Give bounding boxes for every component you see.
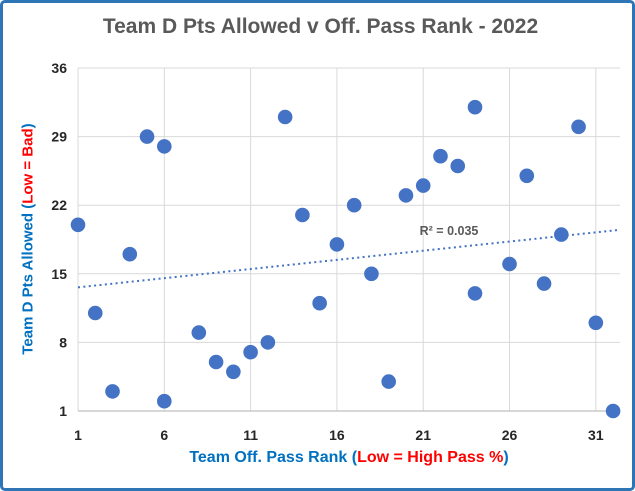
x-tick-label: 11 bbox=[243, 427, 258, 443]
data-point bbox=[398, 188, 414, 203]
data-point bbox=[226, 364, 241, 380]
data-point bbox=[243, 344, 258, 360]
x-tick-label: 16 bbox=[329, 427, 345, 443]
x-tick-label: 21 bbox=[415, 427, 431, 443]
data-point bbox=[467, 286, 483, 301]
data-point bbox=[588, 315, 604, 331]
x-axis-title-close: ) bbox=[503, 449, 509, 466]
r-squared-annotation: R² = 0.035 bbox=[419, 224, 479, 238]
chart-title: Team D Pts Allowed v Off. Pass Rank - 20… bbox=[102, 15, 539, 38]
y-tick-label: 22 bbox=[51, 197, 67, 213]
x-tick-label: 31 bbox=[588, 427, 604, 443]
y-tick-label: 29 bbox=[51, 129, 67, 145]
data-point bbox=[157, 139, 172, 154]
y-tick-label: 15 bbox=[51, 266, 67, 282]
data-point bbox=[554, 227, 569, 242]
x-axis-title-note: Low = High Pass % bbox=[357, 449, 504, 466]
data-point bbox=[157, 393, 172, 409]
x-axis-title-main: Team Off. Pass Rank ( bbox=[189, 449, 358, 466]
data-point bbox=[87, 305, 103, 321]
data-point bbox=[70, 217, 86, 233]
data-point bbox=[467, 99, 483, 115]
data-point bbox=[191, 325, 207, 340]
x-tick-label: 1 bbox=[74, 427, 82, 443]
data-point bbox=[105, 384, 120, 399]
y-axis-title-close: ) bbox=[19, 123, 37, 129]
data-point bbox=[502, 256, 517, 272]
data-point bbox=[295, 207, 310, 223]
data-point bbox=[312, 295, 327, 311]
y-axis-title: Team D Pts Allowed (Low = Bad) bbox=[20, 123, 37, 354]
y-axis-title-main: Team D Pts Allowed ( bbox=[19, 203, 37, 355]
data-point bbox=[122, 246, 138, 262]
data-point bbox=[605, 403, 621, 419]
data-point bbox=[433, 148, 448, 164]
x-tick-label: 6 bbox=[160, 427, 168, 443]
x-axis-title: Team Off. Pass Rank (Low = High Pass %) bbox=[78, 449, 620, 467]
data-point bbox=[277, 109, 293, 125]
y-tick-label: 1 bbox=[59, 403, 67, 419]
y-tick-label: 8 bbox=[59, 334, 67, 350]
data-point bbox=[346, 197, 362, 213]
y-axis-title-note: Low = Bad bbox=[19, 128, 37, 204]
data-point bbox=[519, 168, 535, 184]
data-point bbox=[139, 129, 155, 144]
data-point bbox=[571, 119, 586, 135]
x-tick-label: 26 bbox=[502, 427, 518, 443]
data-point bbox=[415, 178, 431, 193]
data-point bbox=[536, 276, 552, 291]
y-tick-label: 36 bbox=[51, 60, 67, 76]
data-point bbox=[329, 237, 345, 252]
data-point bbox=[450, 158, 466, 174]
data-point bbox=[381, 374, 397, 389]
data-point bbox=[364, 266, 379, 282]
data-point bbox=[260, 335, 276, 350]
trendline bbox=[77, 228, 621, 289]
data-point bbox=[208, 354, 224, 370]
